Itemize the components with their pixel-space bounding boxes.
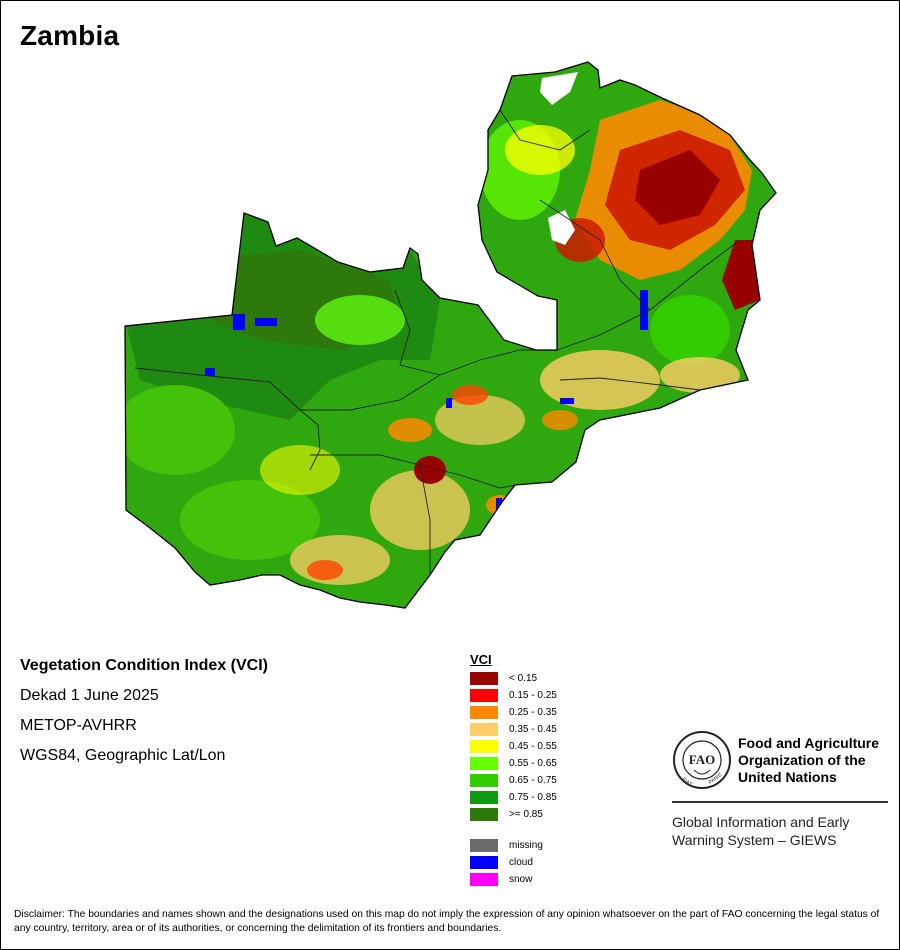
vci-light-green-patch: [180, 480, 320, 560]
vci-yellow-patch: [505, 125, 575, 175]
legend-row: 0.45 - 0.55: [470, 740, 610, 757]
legend-row: 0.75 - 0.85: [470, 791, 610, 808]
map-title: Zambia: [20, 20, 120, 51]
lake-mweru-wantipa: [540, 72, 578, 105]
legend-swatch: [470, 723, 498, 736]
legend-row: 0.25 - 0.35: [470, 706, 610, 723]
vci-dark-red-region: [635, 150, 720, 225]
fao-logo-ring-left: FIAT: [681, 777, 693, 788]
legend-swatch: [470, 839, 498, 852]
legend-swatch: [470, 740, 498, 753]
legend-swatch: [470, 706, 498, 719]
cloud-pixels: [640, 290, 648, 330]
cloud-pixels: [496, 498, 502, 512]
legend-label: 0.75 - 0.85: [509, 792, 557, 803]
legend-swatch: [470, 808, 498, 821]
projection-label: WGS84, Geographic Lat/Lon: [20, 747, 226, 764]
legend-label: 0.25 - 0.35: [509, 707, 557, 718]
cloud-pixels: [255, 318, 277, 326]
disclaimer: Disclaimer: The boundaries and names sho…: [14, 909, 880, 934]
legend-special: missing cloud snow: [470, 839, 610, 890]
vci-pale-orange-patch: [435, 395, 525, 445]
vci-orange-patch: [388, 418, 432, 442]
vci-pale-orange-patch: [660, 357, 740, 393]
legend-label: missing: [509, 840, 543, 851]
legend-label: 0.65 - 0.75: [509, 775, 557, 786]
cloud-pixels: [560, 398, 574, 404]
cloud-pixels: [446, 398, 452, 408]
index-title: Vegetation Condition Index (VCI): [20, 657, 268, 674]
legend-label: 0.45 - 0.55: [509, 741, 557, 752]
legend-row: < 0.15: [470, 672, 610, 689]
legend-swatch: [470, 672, 498, 685]
cloud-pixels: [205, 368, 215, 376]
legend-swatch: [470, 757, 498, 770]
vci-red-patch: [307, 560, 343, 580]
legend-swatch: [470, 774, 498, 787]
legend-row: 0.65 - 0.75: [470, 774, 610, 791]
legend-swatch: [470, 873, 498, 886]
zambia-vci-map: [124, 61, 777, 609]
organization-divider: [672, 801, 888, 803]
legend-label: 0.15 - 0.25: [509, 690, 557, 701]
vci-dark-red-region: [722, 240, 760, 310]
legend-label: < 0.15: [509, 673, 538, 684]
legend-swatch: [470, 791, 498, 804]
sensor-label: METOP-AVHRR: [20, 717, 137, 734]
legend-row: snow: [470, 873, 610, 890]
period-label: Dekad 1 June 2025: [20, 687, 159, 704]
legend-row: 0.15 - 0.25: [470, 689, 610, 706]
vci-light-green-patch: [125, 385, 235, 475]
legend-label: cloud: [509, 857, 533, 868]
legend-label: 0.35 - 0.45: [509, 724, 557, 735]
legend-row: missing: [470, 839, 610, 856]
province-boundaries: [134, 109, 741, 575]
organization-name: Food and Agriculture Organization of the…: [738, 735, 880, 785]
legend-row: >= 0.85: [470, 808, 610, 825]
vci-orange-patch: [542, 410, 578, 430]
legend-label: >= 0.85: [509, 809, 543, 820]
legend-row: 0.35 - 0.45: [470, 723, 610, 740]
vci-red-patch: [452, 385, 488, 405]
vci-pale-orange-patch: [540, 350, 660, 410]
fao-logo-icon: FAO FIAT PANIS: [673, 731, 731, 789]
vci-pale-orange-patch: [290, 535, 390, 585]
system-name: Global Information and Early Warning Sys…: [672, 814, 850, 848]
cloud-pixels: [233, 314, 245, 330]
legend-row: cloud: [470, 856, 610, 873]
legend-label: snow: [509, 874, 533, 885]
fao-logo-letters: FAO: [689, 752, 715, 767]
vci-light-green-patch: [315, 295, 405, 345]
vci-legend: VCI < 0.15 0.15 - 0.25 0.25 - 0.35 0.35 - 0…: [470, 652, 610, 890]
vci-light-green-patch: [650, 295, 730, 365]
legend-classes: < 0.15 0.15 - 0.25 0.25 - 0.35 0.35 - 0.45 0…: [470, 672, 610, 825]
legend-row: 0.55 - 0.65: [470, 757, 610, 774]
legend-title: VCI: [470, 652, 492, 667]
legend-label: 0.55 - 0.65: [509, 758, 557, 769]
vci-yellow-patch: [260, 445, 340, 495]
legend-swatch: [470, 856, 498, 869]
legend-swatch: [470, 689, 498, 702]
vci-pale-orange-patch: [370, 470, 470, 550]
